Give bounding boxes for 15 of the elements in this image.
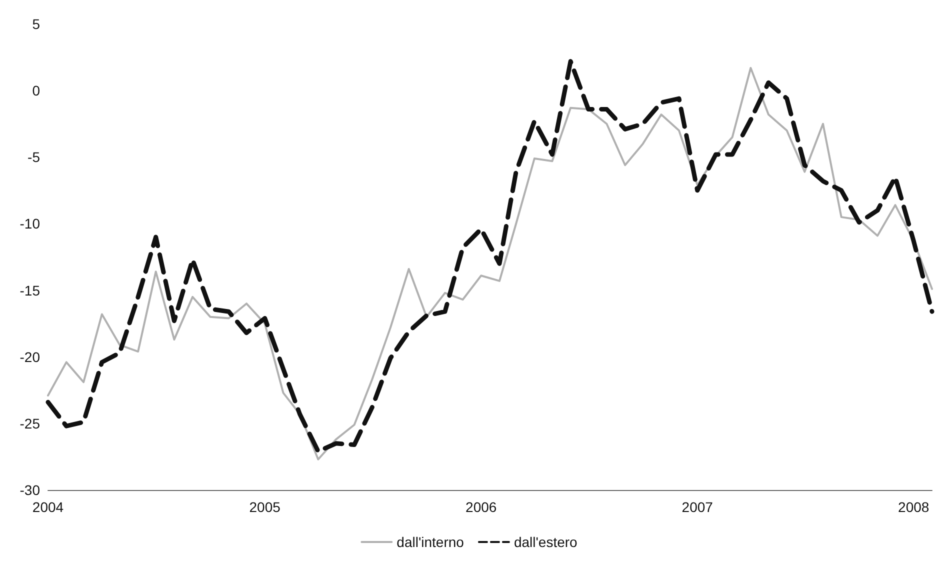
y-tick-label: -5 [28, 149, 40, 166]
x-tick-label: 2007 [682, 499, 714, 515]
y-tick-label: -20 [20, 348, 40, 365]
y-tick-label: -10 [20, 216, 40, 232]
x-tick-label: 2006 [466, 499, 497, 515]
legend-label: dall'estero [514, 534, 578, 550]
x-tick-label: 2005 [249, 499, 281, 515]
y-tick-label: -15 [20, 282, 40, 298]
y-tick-label: -30 [20, 482, 40, 498]
y-tick-label: -25 [20, 415, 40, 432]
x-tick-label: 2004 [32, 499, 64, 515]
x-tick-label: 2008 [898, 499, 930, 515]
y-tick-label: 5 [32, 16, 40, 32]
y-tick-label: 0 [32, 82, 40, 99]
legend-label: dall'interno [396, 534, 464, 550]
